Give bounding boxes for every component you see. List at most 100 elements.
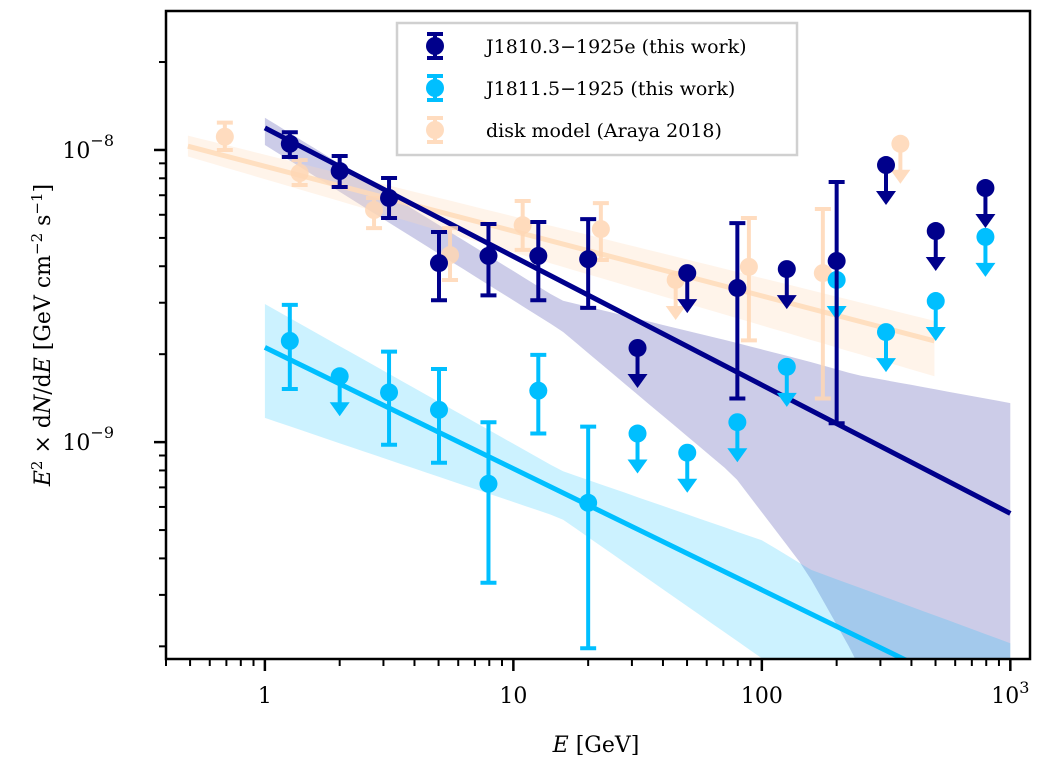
marker xyxy=(628,424,647,443)
data-point-j1811 xyxy=(280,302,299,391)
data-point-j1811 xyxy=(876,323,897,373)
upper-limit-arrow xyxy=(329,402,350,417)
marker xyxy=(591,220,610,239)
data-point-j1810 xyxy=(876,156,897,206)
marker xyxy=(628,338,647,357)
data-point-j1811 xyxy=(380,349,399,447)
legend-marker-icon xyxy=(426,79,444,97)
data-point-disk xyxy=(813,206,832,401)
upper-limit-arrow xyxy=(776,392,797,407)
data-point-disk xyxy=(365,195,384,231)
marker xyxy=(280,331,299,350)
marker xyxy=(739,257,758,276)
data-point-j1811 xyxy=(925,292,946,342)
legend-label: J1811.5−1925 (this work) xyxy=(484,78,735,100)
marker xyxy=(479,246,498,265)
marker xyxy=(380,383,399,402)
legend-entry-j1810 xyxy=(426,32,444,60)
x-tick-label: 100 xyxy=(741,684,783,709)
data-point-disk xyxy=(591,201,610,263)
y-tick-label: 10−9 xyxy=(62,423,114,456)
upper-limit-arrow xyxy=(665,305,686,320)
marker xyxy=(330,162,349,181)
data-point-j1810 xyxy=(677,264,698,314)
upper-limit-arrow xyxy=(627,373,648,388)
marker xyxy=(976,227,995,246)
marker xyxy=(579,250,598,269)
legend-marker-icon xyxy=(426,37,444,55)
legend-marker-icon xyxy=(426,121,444,139)
upper-limit-arrow xyxy=(677,299,698,314)
data-point-disk xyxy=(215,120,234,152)
marker xyxy=(728,413,747,432)
x-tick-label: 1 xyxy=(258,684,272,709)
fit-line-disk xyxy=(187,143,936,344)
data-point-j1811 xyxy=(727,413,748,463)
data-point-j1810 xyxy=(776,260,797,310)
upper-limit-arrow xyxy=(975,214,996,229)
x-tick-label: 10 xyxy=(499,684,527,709)
y-axis: 10−8 10−9 xyxy=(62,61,166,648)
marker xyxy=(479,474,498,493)
marker xyxy=(513,216,532,235)
data-point-j1811 xyxy=(429,366,448,465)
marker xyxy=(290,164,309,183)
legend-entry-disk xyxy=(426,116,444,144)
marker xyxy=(728,278,747,297)
marker xyxy=(813,264,832,283)
data-point-j1810 xyxy=(925,222,946,272)
marker xyxy=(529,246,548,265)
legend-entry-j1811 xyxy=(426,74,444,102)
legend-label: disk model (Araya 2018) xyxy=(486,120,722,142)
legend-label: J1810.3−1925e (this work) xyxy=(484,36,747,58)
marker xyxy=(976,179,995,198)
upper-limit-arrow xyxy=(925,257,946,272)
marker xyxy=(678,443,697,462)
marker xyxy=(926,222,945,241)
data-point-j1810 xyxy=(280,130,299,160)
upper-limit-arrow xyxy=(876,191,897,206)
x-axis-label: E [GeV] xyxy=(552,733,640,758)
marker xyxy=(529,381,548,400)
data-point-j1811 xyxy=(329,367,350,417)
data-point-disk xyxy=(890,134,911,184)
upper-limit-arrow xyxy=(876,358,897,373)
upper-limit-arrow xyxy=(677,478,698,493)
upper-limit-arrow xyxy=(627,459,648,474)
band-j1811 xyxy=(264,304,1011,659)
y-axis-label: E2 × dN/dE [GeV cm−2 s−1] xyxy=(28,184,56,487)
marker xyxy=(678,264,697,283)
marker xyxy=(827,251,846,270)
marker xyxy=(380,188,399,207)
legend: J1810.3−1925e (this work) J1811.5−1925 (t… xyxy=(395,21,799,157)
marker xyxy=(215,127,234,146)
data-point-disk xyxy=(513,198,532,252)
y-tick-label: 10−8 xyxy=(62,131,114,164)
data-point-j1810 xyxy=(827,179,846,426)
data-point-j1811 xyxy=(975,227,996,277)
data-point-j1811 xyxy=(677,443,698,493)
data-point-disk xyxy=(290,157,309,187)
data-point-j1810 xyxy=(330,153,349,189)
data-point-j1810 xyxy=(529,219,548,303)
data-point-j1810 xyxy=(380,175,399,220)
marker xyxy=(429,254,448,273)
upper-limit-arrow xyxy=(925,327,946,342)
marker xyxy=(330,367,349,386)
data-points xyxy=(215,120,996,651)
marker xyxy=(429,400,448,419)
data-point-j1811 xyxy=(579,424,598,651)
upper-limit-arrow xyxy=(727,448,748,463)
marker xyxy=(777,260,796,279)
marker xyxy=(579,493,598,512)
marker xyxy=(777,357,796,376)
data-point-j1811 xyxy=(529,352,548,436)
data-point-disk xyxy=(739,215,758,343)
upper-limit-arrow xyxy=(776,295,797,310)
data-point-j1810 xyxy=(579,217,598,310)
upper-limit-arrow xyxy=(890,169,911,184)
data-point-j1811 xyxy=(627,424,648,474)
marker xyxy=(877,323,896,342)
data-point-j1810 xyxy=(975,179,996,229)
